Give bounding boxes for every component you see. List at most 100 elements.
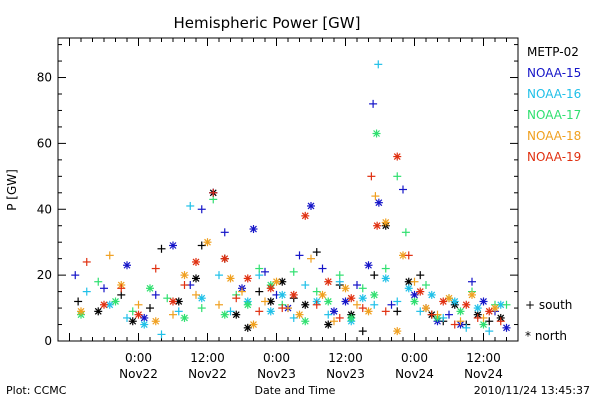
point-north-METP-02 <box>94 307 103 316</box>
point-north-NOAA-16 <box>197 294 206 303</box>
point-south-NOAA-17 <box>401 228 410 237</box>
point-south-NOAA-15 <box>261 267 269 276</box>
point-north-NOAA-17 <box>220 310 229 319</box>
chart-title: Hemispheric Power [GW] <box>174 14 361 32</box>
point-north-NOAA-19 <box>192 257 200 266</box>
point-south-NOAA-16 <box>186 201 195 210</box>
legend-entry: NOAA-18 <box>527 129 581 143</box>
x-tick-time: 12:00 <box>328 351 363 365</box>
marker-legend: + south * north <box>525 298 572 343</box>
point-north-NOAA-17 <box>243 300 252 309</box>
point-south-METP-02 <box>157 244 166 253</box>
point-south-NOAA-17 <box>422 281 430 290</box>
point-north-NOAA-19 <box>169 297 177 306</box>
point-south-NOAA-15 <box>387 300 396 309</box>
point-south-METP-02 <box>358 327 367 336</box>
point-north-NOAA-17 <box>479 320 488 329</box>
point-north-NOAA-16 <box>266 307 275 316</box>
point-south-NOAA-18 <box>261 297 269 306</box>
point-north-NOAA-19 <box>134 310 143 319</box>
data-points <box>71 60 511 339</box>
point-south-NOAA-16 <box>324 310 333 319</box>
point-north-NOAA-15 <box>169 241 177 250</box>
legend-entry: NOAA-15 <box>527 66 581 80</box>
point-south-NOAA-16 <box>393 297 402 306</box>
x-axis: 0:00 Nov22 12:00 Nov22 0:00 Nov23 12:00 Nov23 0:… <box>57 38 519 381</box>
point-north-NOAA-16 <box>404 284 413 293</box>
point-north-NOAA-16 <box>358 294 367 303</box>
point-north-NOAA-18 <box>249 320 258 329</box>
point-north-NOAA-19 <box>416 287 425 296</box>
point-south-NOAA-15 <box>318 264 327 273</box>
point-south-NOAA-19 <box>82 257 91 266</box>
point-south-NOAA-19 <box>496 317 505 326</box>
point-north-NOAA-18 <box>491 304 499 313</box>
point-north-NOAA-17 <box>111 297 120 306</box>
point-north-NOAA-15 <box>307 201 315 210</box>
point-south-METP-02 <box>485 317 494 326</box>
point-north-NOAA-15 <box>364 261 373 270</box>
point-north-NOAA-18 <box>364 307 373 316</box>
point-north-NOAA-18 <box>203 238 212 247</box>
point-north-NOAA-18 <box>318 290 327 299</box>
point-north-NOAA-17 <box>146 284 154 293</box>
point-south-METP-02 <box>74 297 83 306</box>
point-south-NOAA-16 <box>123 313 131 322</box>
point-south-NOAA-16 <box>301 281 310 290</box>
point-south-NOAA-19 <box>358 304 367 313</box>
point-north-NOAA-19 <box>373 221 382 230</box>
point-north-METP-02 <box>192 274 200 283</box>
legend-entry: METP-02 <box>527 45 579 59</box>
point-south-NOAA-16 <box>215 271 223 280</box>
point-north-METP-02 <box>243 323 252 332</box>
point-south-NOAA-15 <box>220 228 229 237</box>
point-north-NOAA-18 <box>151 317 160 326</box>
point-north-NOAA-17 <box>456 307 465 316</box>
point-north-NOAA-17 <box>180 313 189 322</box>
point-south-NOAA-19 <box>335 313 344 322</box>
x-tick-time: 0:00 <box>263 351 290 365</box>
x-tick-date: Nov24 <box>464 367 503 381</box>
point-south-NOAA-16 <box>226 307 235 316</box>
marker-legend-entry: * north <box>525 329 567 343</box>
point-north-NOAA-17 <box>370 290 379 299</box>
point-north-NOAA-18 <box>226 274 235 283</box>
point-north-NOAA-15 <box>341 297 350 306</box>
point-south-NOAA-19 <box>209 188 218 197</box>
point-south-NOAA-16 <box>157 330 166 339</box>
point-north-NOAA-15 <box>140 313 149 322</box>
point-north-NOAA-18 <box>180 271 189 280</box>
point-north-NOAA-15 <box>374 198 383 207</box>
point-south-NOAA-15 <box>399 185 407 194</box>
point-north-METP-02 <box>128 317 137 326</box>
point-north-NOAA-19 <box>393 152 402 161</box>
point-north-NOAA-19 <box>347 294 356 303</box>
point-south-NOAA-18 <box>371 192 380 201</box>
point-north-NOAA-15 <box>330 307 338 316</box>
point-south-METP-02 <box>255 287 264 296</box>
point-north-NOAA-19 <box>289 290 298 299</box>
x-tick-time: 12:00 <box>466 351 501 365</box>
point-south-NOAA-18 <box>456 317 465 326</box>
point-south-NOAA-16 <box>370 300 379 309</box>
point-north-METP-02 <box>232 310 241 319</box>
point-north-NOAA-19 <box>100 300 108 309</box>
point-south-NOAA-19 <box>117 284 126 293</box>
point-north-NOAA-16 <box>278 290 287 299</box>
point-south-NOAA-15 <box>445 310 453 319</box>
point-north-NOAA-15 <box>479 297 488 306</box>
point-south-NOAA-16 <box>289 313 298 322</box>
point-south-NOAA-17 <box>94 277 103 286</box>
point-north-NOAA-19 <box>243 274 252 283</box>
x-tick-date: Nov24 <box>395 367 434 381</box>
point-south-NOAA-15 <box>369 99 378 108</box>
point-south-NOAA-16 <box>485 327 494 336</box>
point-south-METP-02 <box>416 271 425 280</box>
point-south-NOAA-17 <box>502 300 511 309</box>
point-south-METP-02 <box>370 271 379 280</box>
point-north-METP-02 <box>301 300 310 309</box>
point-north-NOAA-18 <box>272 277 281 286</box>
point-south-NOAA-19 <box>381 307 390 316</box>
point-north-NOAA-17 <box>324 297 333 306</box>
